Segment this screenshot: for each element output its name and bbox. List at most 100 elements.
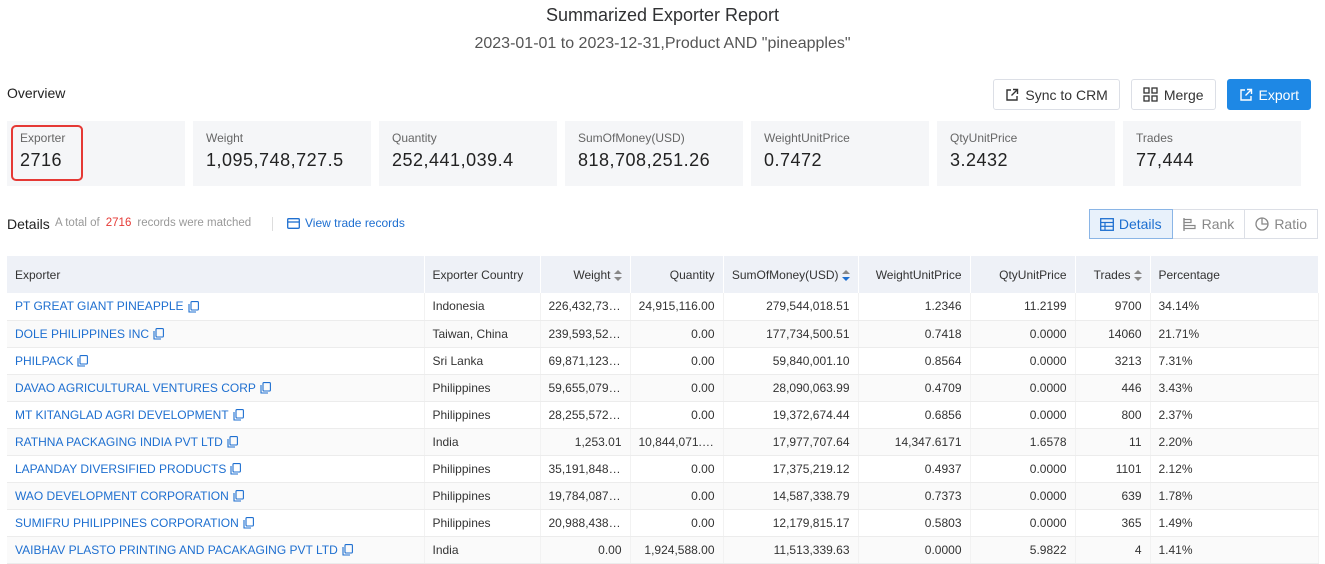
cell-country: Philippines xyxy=(424,455,541,483)
stat-card-qty-unit-price: QtyUnitPrice 3.2432 xyxy=(937,121,1115,186)
col-header-weight[interactable]: Weight xyxy=(540,256,631,293)
exporter-link[interactable]: PHILPACK xyxy=(15,353,74,368)
copy-icon[interactable] xyxy=(342,544,353,556)
merge-button[interactable]: Merge xyxy=(1130,79,1216,110)
tab-rank[interactable]: Rank xyxy=(1172,209,1246,239)
cell-weight: 59,655,079.70 xyxy=(540,374,631,402)
cell-weight-unit-price: 0.8564 xyxy=(858,347,971,375)
stat-label: SumOfMoney(USD) xyxy=(578,131,685,145)
sync-to-crm-button[interactable]: Sync to CRM xyxy=(993,79,1120,110)
cell-percentage: 1.49% xyxy=(1150,509,1319,537)
copy-icon[interactable] xyxy=(260,382,271,394)
divider xyxy=(272,217,273,231)
copy-icon[interactable] xyxy=(243,517,254,529)
view-switcher: Details Rank Ratio xyxy=(1088,209,1318,239)
cell-country: Indonesia xyxy=(424,293,541,321)
exporter-link[interactable]: LAPANDAY DIVERSIFIED PRODUCTS xyxy=(15,461,227,476)
cell-sum-of-money: 14,587,338.79 xyxy=(723,482,859,510)
stat-value: 2716 xyxy=(20,150,63,170)
pie-chart-icon xyxy=(1255,217,1269,231)
exporter-link[interactable]: VAIBHAV PLASTO PRINTING AND PACAKAGING P… xyxy=(15,542,338,557)
copy-icon[interactable] xyxy=(77,355,89,367)
cell-weight: 239,593,525.... xyxy=(540,320,631,348)
cell-qty-unit-price: 0.0000 xyxy=(970,509,1076,537)
view-trade-records-link[interactable]: View trade records xyxy=(287,216,405,230)
copy-icon[interactable] xyxy=(230,463,242,475)
cell-country: Taiwan, China xyxy=(424,320,541,348)
col-label: Percentage xyxy=(1158,267,1220,282)
col-label: SumOfMoney(USD) xyxy=(731,267,839,282)
cell-exporter: SUMIFRU PHILIPPINES CORPORATION xyxy=(7,509,425,537)
cell-qty-unit-price: 0.0000 xyxy=(970,482,1076,510)
cell-trades: 14060 xyxy=(1075,320,1151,348)
cell-country: Sri Lanka xyxy=(424,347,541,375)
cell-percentage: 1.41% xyxy=(1150,536,1319,564)
cell-quantity: 0.00 xyxy=(630,347,724,375)
table-row: MT KITANGLAD AGRI DEVELOPMENT Philippines… xyxy=(7,401,1319,429)
cell-weight-unit-price: 0.0000 xyxy=(858,536,971,564)
cell-qty-unit-price: 5.9822 xyxy=(970,536,1076,564)
table-row: RATHNA PACKAGING INDIA PVT LTD India 1,253… xyxy=(7,428,1319,456)
copy-icon[interactable] xyxy=(153,328,164,340)
table-row: WAO DEVELOPMENT CORPORATION Philippines 19… xyxy=(7,482,1319,510)
cell-sum-of-money: 177,734,500.51 xyxy=(723,320,859,348)
cell-exporter: PT GREAT GIANT PINEAPPLE xyxy=(7,293,425,321)
cell-percentage: 3.43% xyxy=(1150,374,1319,402)
exporter-link[interactable]: RATHNA PACKAGING INDIA PVT LTD xyxy=(15,434,223,449)
stat-value: 0.7472 xyxy=(764,150,823,170)
copy-icon[interactable] xyxy=(233,490,244,502)
col-header-exporter: Exporter xyxy=(7,256,425,293)
details-toolbar: Details A total of 2716 records were mat… xyxy=(7,209,1318,239)
col-label: QtyUnitPrice xyxy=(999,267,1067,282)
copy-icon[interactable] xyxy=(233,409,244,421)
cell-country: Philippines xyxy=(424,482,541,510)
rank-bars-icon xyxy=(1182,217,1196,231)
tab-ratio[interactable]: Ratio xyxy=(1245,209,1318,239)
exporter-link[interactable]: WAO DEVELOPMENT CORPORATION xyxy=(15,488,229,503)
col-header-sum-of-money[interactable]: SumOfMoney(USD) xyxy=(723,256,859,293)
stat-card-weight-unit-price: WeightUnitPrice 0.7472 xyxy=(751,121,929,186)
cell-percentage: 7.31% xyxy=(1150,347,1319,375)
stat-card-trades: Trades 77,444 xyxy=(1123,121,1301,186)
stat-label: Exporter xyxy=(20,131,66,145)
cell-weight: 69,871,123.60 xyxy=(540,347,631,375)
cell-exporter: VAIBHAV PLASTO PRINTING AND PACAKAGING P… xyxy=(7,536,425,564)
col-header-trades[interactable]: Trades xyxy=(1075,256,1151,293)
cell-percentage: 2.37% xyxy=(1150,401,1319,429)
exporter-link[interactable]: SUMIFRU PHILIPPINES CORPORATION xyxy=(15,515,239,530)
cell-quantity: 10,844,071.01 xyxy=(630,428,724,456)
col-header-quantity: Quantity xyxy=(630,256,724,293)
cell-quantity: 24,915,116.00 xyxy=(630,293,724,321)
cell-trades: 3213 xyxy=(1075,347,1151,375)
stat-label: Trades xyxy=(1136,131,1173,145)
cell-sum-of-money: 11,513,339.63 xyxy=(723,536,859,564)
stat-card-sum-of-money: SumOfMoney(USD) 818,708,251.26 xyxy=(565,121,743,186)
cell-percentage: 2.12% xyxy=(1150,455,1319,483)
sync-to-crm-label: Sync to CRM xyxy=(1025,86,1108,103)
col-label: Exporter xyxy=(15,267,61,282)
cell-weight: 35,191,848.50 xyxy=(540,455,631,483)
copy-icon[interactable] xyxy=(187,301,199,313)
exporter-link[interactable]: DAVAO AGRICULTURAL VENTURES CORP xyxy=(15,380,256,395)
exporter-link[interactable]: PT GREAT GIANT PINEAPPLE xyxy=(15,299,184,314)
cell-quantity: 0.00 xyxy=(630,374,724,402)
export-icon xyxy=(1239,88,1252,101)
cell-quantity: 0.00 xyxy=(630,320,724,348)
tab-details[interactable]: Details xyxy=(1088,209,1173,239)
exporter-link[interactable]: DOLE PHILIPPINES INC xyxy=(15,326,150,341)
copy-icon[interactable] xyxy=(227,436,238,448)
cell-sum-of-money: 12,179,815.17 xyxy=(723,509,859,537)
cell-exporter: MT KITANGLAD AGRI DEVELOPMENT xyxy=(7,401,425,429)
cell-country: Philippines xyxy=(424,401,541,429)
cell-weight: 226,432,734.... xyxy=(540,293,631,321)
cell-weight-unit-price: 1.2346 xyxy=(858,293,971,321)
export-button[interactable]: Export xyxy=(1226,79,1311,110)
col-header-country: Exporter Country xyxy=(424,256,541,293)
exporter-table: Exporter Exporter Country Weight Quantit… xyxy=(7,256,1319,564)
table-icon xyxy=(1099,217,1114,231)
exporter-link[interactable]: MT KITANGLAD AGRI DEVELOPMENT xyxy=(15,407,229,422)
report-title: Summarized Exporter Report xyxy=(545,5,780,25)
action-toolbar: Sync to CRM Merge Export xyxy=(993,79,1311,110)
cell-trades: 639 xyxy=(1075,482,1151,510)
cell-trades: 446 xyxy=(1075,374,1151,402)
